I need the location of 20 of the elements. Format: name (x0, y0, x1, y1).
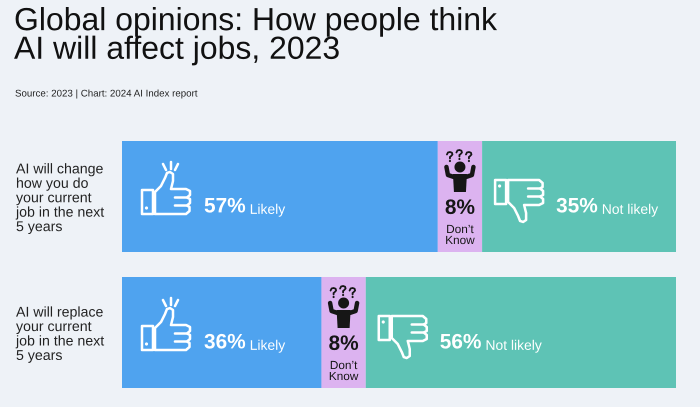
data-label: 56% (440, 334, 481, 349)
series-label: Not likely (602, 204, 658, 217)
y-tick-label: AI will change how you do your current job in the next 5 years (16, 163, 104, 234)
y-tick-label: AI will replace your current job in the next 5 years (16, 306, 104, 363)
bar (122, 277, 322, 388)
data-label: 36% (204, 334, 246, 349)
data-label: 35% (556, 198, 598, 213)
text: Don’t Know (330, 360, 358, 380)
bar (122, 141, 438, 252)
chart-title: Global opinions: How people think AI will affect jobs, 2023 (14, 7, 498, 66)
text: Likely (250, 340, 286, 353)
series-label: Don’t Know (446, 224, 475, 244)
series-label: Likely (250, 204, 286, 217)
data-label: 8% (329, 335, 358, 350)
data-label: 57% (204, 198, 246, 213)
bar (482, 141, 676, 252)
source-note: Source: 2023 | Chart: 2024 AI Index report (15, 89, 198, 99)
data-label: 8% (446, 199, 474, 214)
bar (366, 277, 676, 388)
text: Not likely (486, 340, 542, 353)
